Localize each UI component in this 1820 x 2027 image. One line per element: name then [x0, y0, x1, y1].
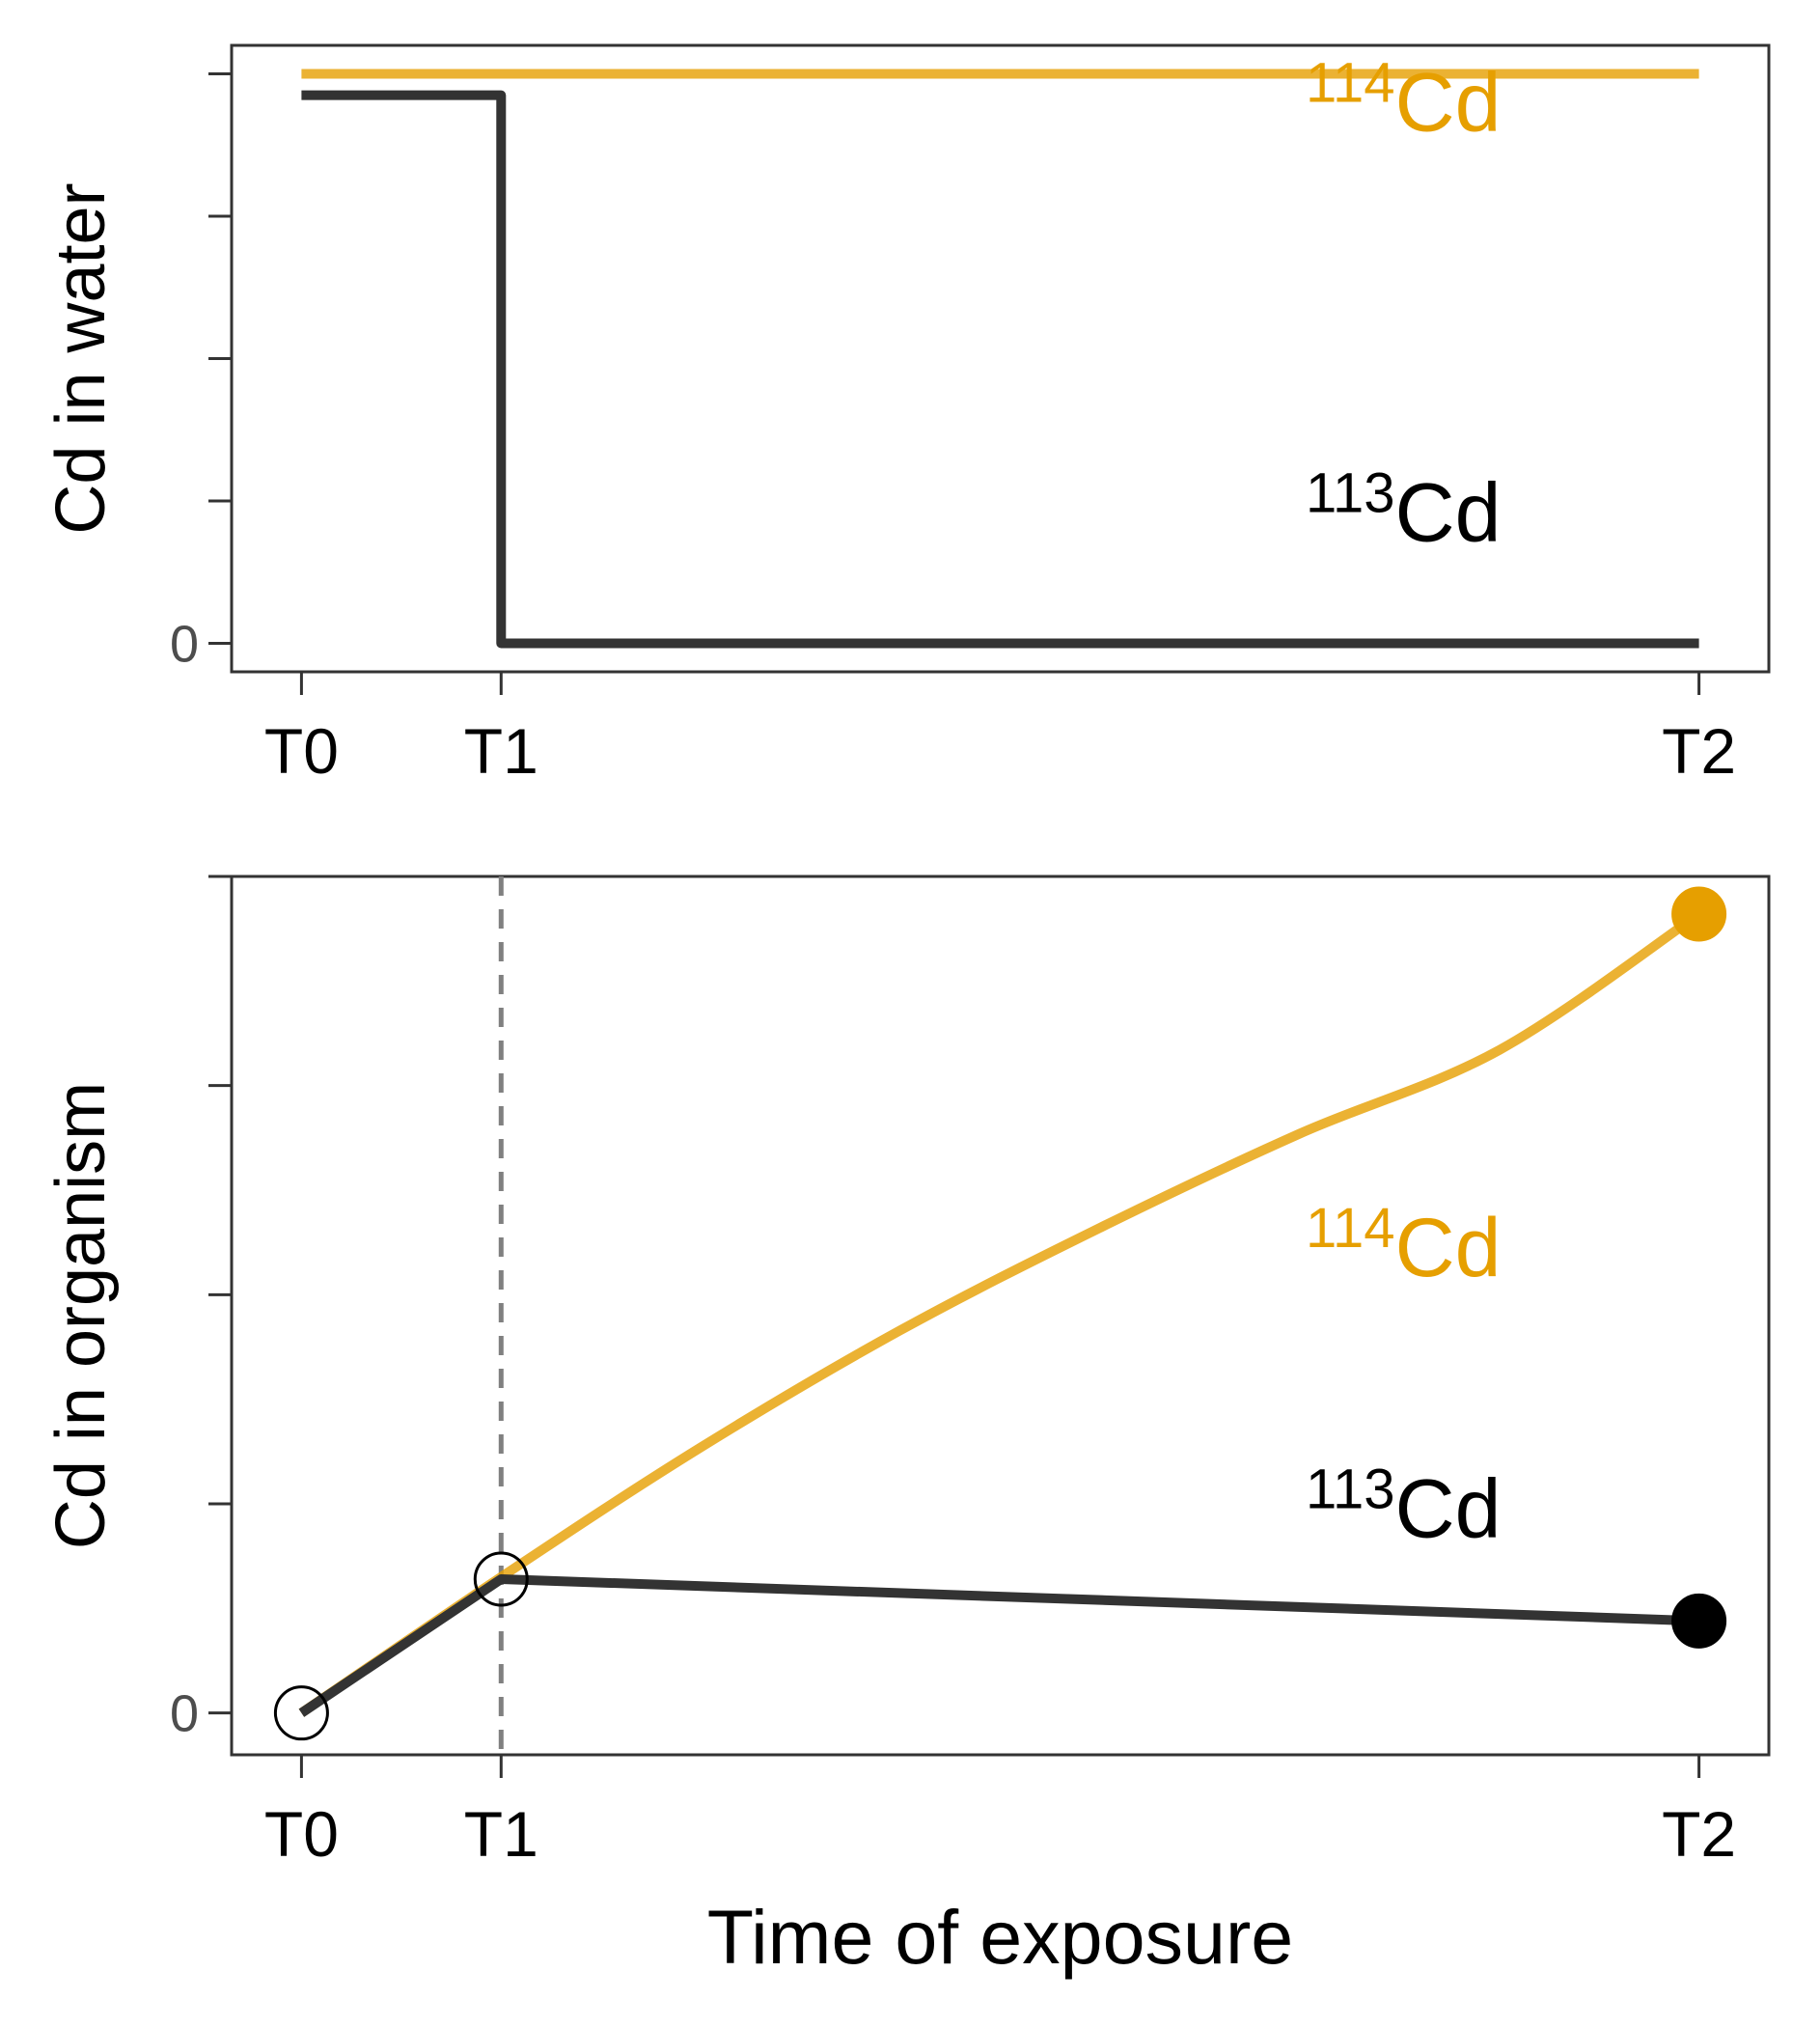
y-tick-label: 0: [170, 616, 199, 674]
isotope-label: 113Cd: [1306, 461, 1501, 559]
series-line-113cd: [301, 90, 1699, 649]
isotope-label: 114Cd: [1306, 52, 1501, 150]
filled-data-point: [1671, 1593, 1727, 1649]
x-tick-label: T1: [464, 1798, 538, 1870]
open-data-point: [473, 1551, 529, 1607]
panel-border: [230, 875, 1771, 1757]
x-tick-label: T0: [264, 715, 339, 787]
filled-data-point: [1671, 886, 1727, 942]
isotope-element: Cd: [1394, 466, 1501, 559]
isotope-element: Cd: [1394, 1202, 1501, 1294]
panel-border: [230, 43, 1771, 674]
y-axis-label: Cd in organism: [42, 1082, 120, 1549]
organism-panel: 0 T0 T1 T2 Cd in organism Time of exposure 114…: [42, 875, 1771, 1980]
isotope-label: 113Cd: [1306, 1458, 1501, 1556]
isotope-element: Cd: [1394, 57, 1501, 150]
isotope-element: Cd: [1394, 1463, 1501, 1556]
isotope-mass-number: 113: [1306, 461, 1394, 524]
isotope-mass-number: 114: [1306, 52, 1394, 115]
x-tick-label: T2: [1662, 1798, 1736, 1870]
x-tick-label: T0: [264, 1798, 339, 1870]
series-line-113cd: [298, 1574, 1699, 1717]
x-tick-label: T2: [1662, 715, 1736, 787]
isotope-label: 114Cd: [1306, 1197, 1501, 1294]
open-data-point: [273, 1685, 329, 1741]
x-tick-label: T1: [464, 715, 538, 787]
series-line-114cd: [298, 909, 1702, 1717]
isotope-mass-number: 114: [1306, 1197, 1394, 1260]
y-axis-label: Cd in water: [42, 182, 120, 534]
x-axis-label: Time of exposure: [707, 1894, 1293, 1980]
y-tick-label: 0: [170, 1685, 199, 1743]
isotope-mass-number: 113: [1306, 1458, 1394, 1521]
